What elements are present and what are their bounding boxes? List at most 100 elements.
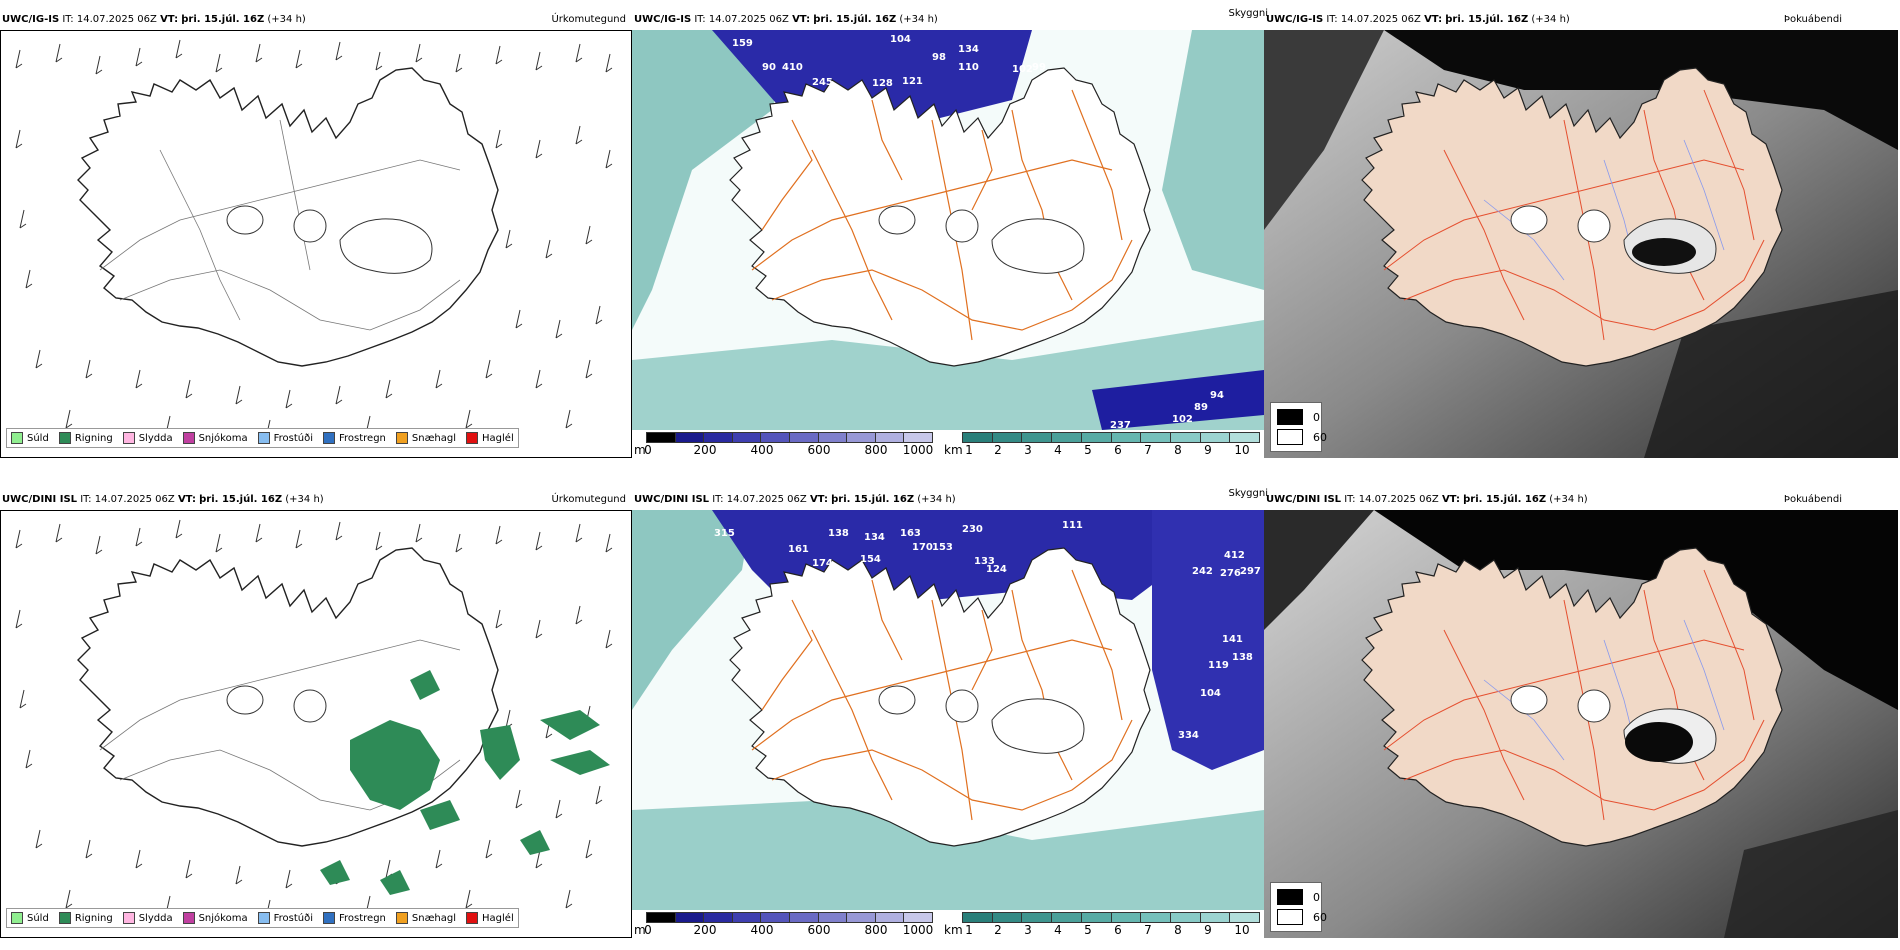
panel-header: UWC/DINI ISL IT: 14.07.2025 06Z VT: þri.… xyxy=(632,488,1268,510)
scale-tick: 400 xyxy=(750,923,774,937)
scale-tick: 0 xyxy=(644,923,652,937)
parameter-label: Skyggni xyxy=(1228,8,1268,19)
legend-item-frostudi: Frostúði xyxy=(257,912,313,924)
fog-legend: 0 60 xyxy=(1270,402,1327,452)
scale-tick: 8 xyxy=(1174,923,1182,937)
scale-tick: 2 xyxy=(994,923,1002,937)
scale-tick: 0 xyxy=(644,443,652,457)
scale-unit-km: km xyxy=(944,443,963,457)
vis-label: 124 xyxy=(986,564,1007,575)
legend-item-slydda: Slydda xyxy=(122,912,173,924)
legend-item-snjokoma: Snjókoma xyxy=(182,912,248,924)
legend-item-frostregn: Frostregn xyxy=(323,912,386,924)
panel-header: UWC/IG-IS IT: 14.07.2025 06Z VT: þri. 15… xyxy=(0,10,632,30)
panel-header: UWC/DINI ISL IT: 14.07.2025 06Z VT: þri.… xyxy=(0,490,632,510)
vis-label: 89 xyxy=(1194,402,1208,413)
panel-precip-type-top: UWC/IG-IS IT: 14.07.2025 06Z VT: þri. 15… xyxy=(0,10,632,460)
scale-tick: 6 xyxy=(1114,443,1122,457)
scale-tick: 9 xyxy=(1204,923,1212,937)
vis-label: 85 xyxy=(888,112,902,123)
panel-title: UWC/DINI ISL IT: 14.07.2025 06Z VT: þri.… xyxy=(634,494,956,505)
scale-tick: 5 xyxy=(1084,443,1092,457)
vis-label: 230 xyxy=(962,524,983,535)
scale-colors-km xyxy=(962,912,1260,923)
scale-unit-m: m xyxy=(634,923,646,937)
scale-meters: m 0 200 400 600 800 1000 xyxy=(634,912,934,937)
map-visibility[interactable]: 315 138 134 163 230 111 161 154 170 153 … xyxy=(632,510,1264,910)
scale-tick: 200 xyxy=(693,923,717,937)
vis-label: 121 xyxy=(902,76,923,87)
scale-tick: 6 xyxy=(1114,923,1122,937)
visibility-scale: m 0 200 400 600 800 1000 km 1 2 3 4 5 6 … xyxy=(632,910,1264,938)
map-precip-type[interactable]: Súld Rigning Slydda Snjókoma Frostúði Fr… xyxy=(0,510,632,938)
vis-label: 412 xyxy=(1224,550,1245,561)
vis-label: 102 xyxy=(1012,64,1033,75)
vis-label: 334 xyxy=(1178,730,1199,741)
vis-label: 119 xyxy=(1208,660,1229,671)
scale-tick: 7 xyxy=(1144,443,1152,457)
panel-title: UWC/DINI ISL IT: 14.07.2025 06Z VT: þri.… xyxy=(1266,494,1588,505)
scale-tick: 2 xyxy=(994,443,1002,457)
legend-item-hagel: Haglél xyxy=(466,432,514,444)
scale-tick: 1000 xyxy=(902,443,934,457)
panel-visibility-bottom: UWC/DINI ISL IT: 14.07.2025 06Z VT: þri.… xyxy=(632,488,1268,940)
scale-colors-m xyxy=(646,432,933,443)
scale-tick: 1000 xyxy=(902,923,934,937)
vis-label: 141 xyxy=(858,136,879,147)
vis-label: 90 xyxy=(762,62,776,73)
vis-label: 123 xyxy=(828,108,849,119)
map-precip-type[interactable]: Súld Rigning Slydda Snjókoma Frostúði Fr… xyxy=(0,30,632,458)
panel-title: UWC/IG-IS IT: 14.07.2025 06Z VT: þri. 15… xyxy=(634,14,938,25)
panel-fog-top: UWC/IG-IS IT: 14.07.2025 06Z VT: þri. 15… xyxy=(1264,10,1900,460)
scale-km: km 1 2 3 4 5 6 7 8 9 10 xyxy=(944,432,1262,457)
vis-label: 128 xyxy=(872,78,893,89)
vis-label: 138 xyxy=(1232,652,1253,663)
scale-tick: 4 xyxy=(1054,923,1062,937)
map-visibility[interactable]: 159 104 98 134 110 102 99 90 410 245 128… xyxy=(632,30,1264,430)
map-fog[interactable]: 0 60 xyxy=(1264,30,1898,458)
panel-fog-bottom: UWC/DINI ISL IT: 14.07.2025 06Z VT: þri.… xyxy=(1264,490,1900,940)
map-fog[interactable]: 0 60 xyxy=(1264,510,1898,938)
scale-meters: m 0 200 400 600 800 1000 xyxy=(634,432,934,457)
panel-title: UWC/IG-IS IT: 14.07.2025 06Z VT: þri. 15… xyxy=(1266,14,1570,25)
scale-tick: 5 xyxy=(1084,923,1092,937)
fog-legend-min: 0 xyxy=(1313,410,1320,424)
vis-label: 104 xyxy=(890,34,911,45)
vis-label: 237 xyxy=(1110,420,1131,430)
scale-unit-km: km xyxy=(944,923,963,937)
scale-tick: 800 xyxy=(864,443,888,457)
scale-tick: 400 xyxy=(750,443,774,457)
scale-tick: 200 xyxy=(693,443,717,457)
vis-label: 315 xyxy=(714,528,735,539)
legend-item-rigning: Rigning xyxy=(58,432,113,444)
legend-item-frostudi: Frostúði xyxy=(257,432,313,444)
scale-tick: 1 xyxy=(965,443,973,457)
scale-colors-m xyxy=(646,912,933,923)
legend-item-suld: Súld xyxy=(11,912,49,924)
scale-unit-m: m xyxy=(634,443,646,457)
vis-label: 276 xyxy=(1220,568,1241,579)
panel-header: UWC/DINI ISL IT: 14.07.2025 06Z VT: þri.… xyxy=(1264,490,1900,510)
panel-header: UWC/IG-IS IT: 14.07.2025 06Z VT: þri. 15… xyxy=(632,8,1268,30)
scale-tick: 7 xyxy=(1144,923,1152,937)
parameter-label: Þokuábendi xyxy=(1783,494,1842,505)
vis-label: 410 xyxy=(782,62,803,73)
panel-header: UWC/IG-IS IT: 14.07.2025 06Z VT: þri. 15… xyxy=(1264,10,1900,30)
scale-tick: 10 xyxy=(1234,443,1250,457)
precip-legend: Súld Rigning Slydda Snjókoma Frostúði Fr… xyxy=(6,908,519,928)
panel-title: UWC/IG-IS IT: 14.07.2025 06Z VT: þri. 15… xyxy=(2,14,306,25)
legend-item-snaehagl: Snæhagl xyxy=(395,432,456,444)
parameter-label: Úrkomutegund xyxy=(551,494,626,505)
vis-label: 110 xyxy=(958,62,979,73)
precip-legend: Súld Rigning Slydda Snjókoma Frostúði Fr… xyxy=(6,428,519,448)
scale-tick: 3 xyxy=(1024,923,1032,937)
scale-tick: 3 xyxy=(1024,443,1032,457)
vis-label: 163 xyxy=(900,528,921,539)
scale-tick: 1 xyxy=(965,923,973,937)
vis-label: 242 xyxy=(1192,566,1213,577)
vis-label: 104 xyxy=(1200,688,1221,699)
fog-legend: 0 60 xyxy=(1270,882,1327,932)
legend-item-snjokoma: Snjókoma xyxy=(182,432,248,444)
vis-label: 245 xyxy=(812,77,833,88)
vis-label: 134 xyxy=(958,44,979,55)
